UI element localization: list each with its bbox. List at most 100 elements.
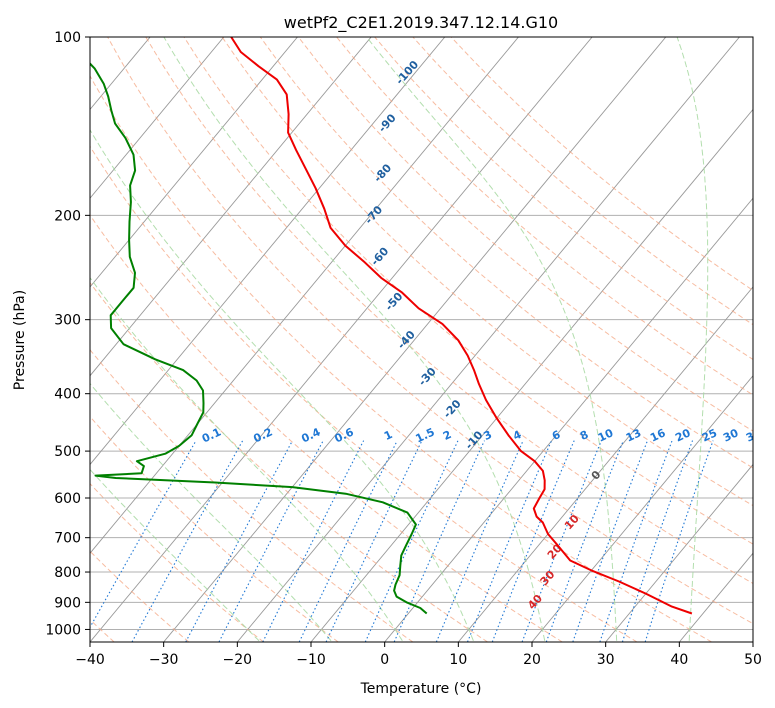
y-axis-title: Pressure (hPa) (12, 290, 28, 390)
temperature-profile-line (230, 37, 693, 615)
moist-adiabat-line (90, 276, 403, 642)
isotherm-line (163, 37, 667, 642)
isotherm-line (90, 37, 372, 377)
dewpoint-profile-line (90, 62, 428, 615)
y-tick-label: 700 (54, 531, 81, 547)
isotherm-line (752, 641, 753, 642)
mixing-ratio-line (572, 440, 649, 642)
dry-adiabat-line (183, 37, 753, 545)
isotherm-line (90, 37, 446, 466)
x-tick-label: 10 (449, 652, 467, 668)
dry-adiabat-line (221, 37, 753, 507)
sounding-series (90, 37, 693, 615)
dry-adiabat-line (90, 550, 190, 642)
x-axis-ticks: −40 −30 −20 −10 0 10 20 30 40 50 (75, 642, 762, 668)
x-tick-label: −20 (223, 652, 253, 668)
dry-adiabat-line (90, 214, 563, 642)
moist-adiabat-line (676, 37, 709, 641)
isotherm-line (310, 108, 753, 642)
dry-adiabat-label: -40 (395, 328, 418, 352)
mixing-ratio-line (393, 440, 485, 642)
dry-adiabat-label: -90 (376, 111, 399, 135)
mixing-ratio-label: 1 (382, 428, 394, 443)
dry-adiabat-line (412, 37, 753, 326)
dry-adiabat-line (90, 482, 264, 642)
isotherm-line (90, 37, 519, 554)
moist-adiabat-line (163, 37, 546, 641)
dry-adiabat-line (90, 74, 712, 642)
mixing-ratio-label: 30 (721, 426, 741, 444)
mixing-ratio-line (90, 440, 197, 629)
isotherm-line (457, 286, 753, 642)
y-tick-label: 300 (54, 313, 81, 329)
mixing-ratio-line (131, 440, 244, 642)
mixing-ratio-label: 25 (700, 426, 719, 444)
x-axis-title: Temperature (°C) (360, 681, 482, 697)
y-tick-label: 100 (54, 30, 81, 46)
y-tick-label: 400 (54, 387, 81, 403)
dry-adiabat-line (145, 37, 753, 584)
chart-title: wetPf2_C2E1.2019.347.12.14.G10 (284, 13, 558, 33)
mixing-ratio-label: 20 (673, 426, 693, 444)
dry-adiabat-label: -20 (441, 397, 464, 421)
mixing-ratio-line (218, 440, 324, 642)
dry-adiabat-line (90, 145, 638, 642)
mixing-ratio-line (621, 440, 694, 642)
mixing-ratio-line (644, 440, 714, 642)
y-axis-ticks: 100 200 300 400 500 600 700 800 900 1000 (45, 30, 90, 638)
isotherm-line (605, 463, 753, 642)
moist-adiabat-line (762, 37, 775, 641)
moist-adiabat-label: 40 (525, 592, 545, 612)
x-tick-label: 40 (670, 652, 688, 668)
isotherm-line (90, 37, 225, 199)
x-tick-label: 50 (744, 652, 762, 668)
x-tick-label: −30 (149, 652, 179, 668)
dry-adiabat-label: -70 (362, 203, 385, 227)
dry-adiabats (90, 37, 753, 642)
isotherm-line (90, 37, 298, 288)
mixing-ratio-label: 1.5 (414, 425, 437, 445)
isotherm-line (236, 37, 740, 642)
isotherm-line (90, 37, 593, 642)
isotherm-line (384, 197, 753, 642)
moist-adiabat-label: 30 (538, 568, 558, 588)
mixing-ratio-label: 0.1 (200, 425, 223, 445)
x-tick-label: 20 (523, 652, 541, 668)
mixing-ratio-lines (90, 440, 714, 642)
x-tick-label: 0 (380, 652, 389, 668)
y-tick-label: 800 (54, 565, 81, 581)
mixing-ratio-line (262, 440, 365, 642)
plot-frame (89, 36, 754, 643)
isobar-grid (90, 37, 753, 630)
isotherm-line (678, 552, 753, 642)
y-tick-label: 900 (54, 595, 81, 611)
isotherm-grid (90, 37, 753, 642)
x-tick-label: −10 (296, 652, 326, 668)
mixing-ratio-label: 13 (624, 426, 643, 444)
x-tick-label: 30 (597, 652, 615, 668)
mixing-ratio-line (298, 440, 398, 642)
moist-adiabat-line (90, 128, 474, 641)
mixing-ratio-label: 2 (441, 428, 453, 443)
mixing-ratio-line (364, 440, 459, 642)
y-tick-label: 500 (54, 444, 81, 460)
moist-adiabat-line (90, 382, 332, 642)
y-tick-label: 600 (54, 491, 81, 507)
mixing-ratio-label: 36 (744, 426, 764, 444)
moist-adiabats (90, 37, 775, 642)
moist-adiabat-line (90, 468, 260, 642)
mixing-ratio-label: 16 (648, 426, 668, 444)
dry-adiabat-line (107, 37, 753, 625)
mixing-ratio-line (599, 440, 673, 642)
y-tick-label: 1000 (45, 622, 81, 638)
dry-adiabat-line (450, 37, 753, 292)
mixing-ratio-label: 10 (596, 426, 616, 444)
mixing-ratio-label: 0.2 (251, 425, 274, 445)
y-tick-label: 200 (54, 208, 81, 224)
dry-adiabat-line (374, 37, 753, 361)
x-tick-label: −40 (75, 652, 105, 668)
dry-adiabat-line (259, 37, 753, 469)
mixing-ratio-label: 0.4 (299, 425, 322, 445)
dry-adiabat-label: -80 (371, 161, 394, 185)
